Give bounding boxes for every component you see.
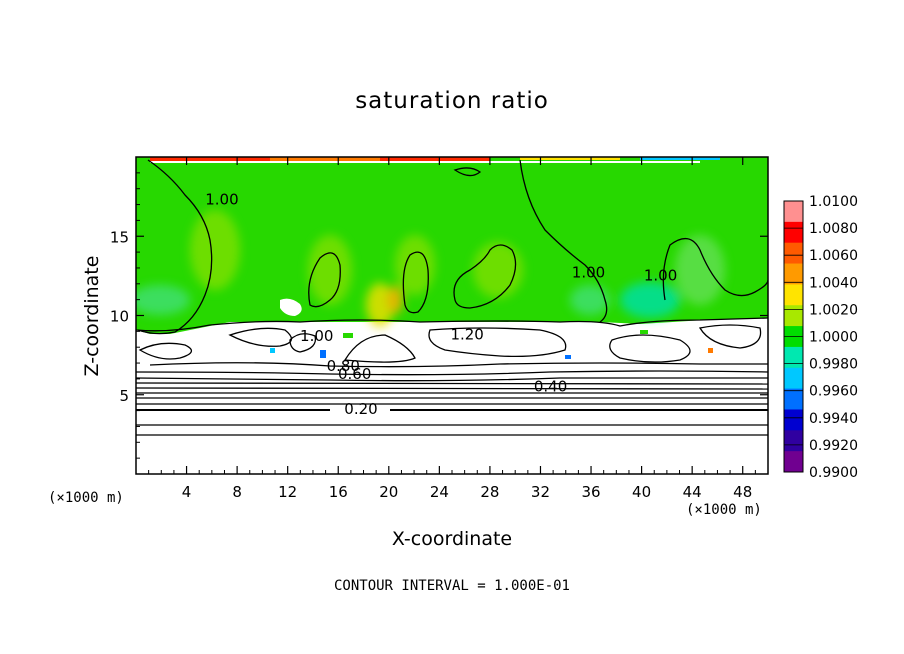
colorbar-label: 1.0000 [809, 330, 858, 346]
x-unit-label: (×1000 m) [686, 502, 762, 518]
contour-labels: 1.00 1.00 1.00 1.00 1.20 0.800.60 0.40 0.20 [205, 191, 677, 418]
contour-label: 0.40 [534, 378, 567, 396]
colorbar-swatch [784, 242, 803, 265]
colorbar-label: 0.9900 [809, 465, 858, 481]
colorbar-label: 1.0020 [809, 302, 858, 318]
colorbar-label: 1.0040 [809, 275, 858, 291]
y-axis: 5 10 15 [110, 172, 768, 459]
colorbar-swatch [784, 201, 803, 223]
x-tick-label: 16 [329, 483, 348, 501]
x-tick-label: 40 [632, 483, 651, 501]
x-tick-label: 36 [581, 483, 600, 501]
colorbar-swatch [784, 346, 803, 369]
saturation-field [136, 157, 768, 474]
colorbar-label: 1.0060 [809, 248, 858, 264]
colorbar-swatch [784, 430, 803, 452]
x-axis-label: X-coordinate [391, 528, 513, 550]
contour-label: 1.00 [572, 263, 605, 281]
x-tick-label: 4 [182, 483, 192, 501]
contour-interval-note: CONTOUR INTERVAL = 1.000E-01 [333, 578, 570, 594]
colorbar: 1.0100 1.0080 1.0060 1.0040 1.0020 1.0000 0.99… [783, 194, 858, 481]
y-tick-label: 5 [119, 387, 129, 405]
colorbar-swatch [784, 284, 803, 306]
colorbar-swatch [784, 451, 803, 473]
x-tick-label: 48 [733, 483, 752, 501]
contour-label: 1.00 [300, 327, 333, 345]
colorbar-swatch [784, 409, 803, 431]
contour-label: 0.60 [338, 365, 371, 383]
x-tick-label: 32 [531, 483, 550, 501]
y-tick-label: 10 [110, 308, 129, 326]
x-tick-label: 20 [379, 483, 398, 501]
y-tick-label: 15 [110, 228, 129, 246]
chart-title: saturation ratio [355, 88, 549, 114]
contour-label: 1.00 [205, 191, 238, 209]
contour-label: 1.20 [450, 325, 483, 343]
colorbar-label: 0.9960 [809, 384, 858, 400]
colorbar-swatch [784, 367, 803, 390]
z-unit-label: (×1000 m) [48, 490, 124, 506]
x-tick-label: 8 [232, 483, 242, 501]
colorbar-label: 1.0100 [809, 194, 858, 210]
colorbar-swatch [784, 263, 803, 285]
x-tick-label: 44 [683, 483, 702, 501]
x-tick-label: 24 [430, 483, 449, 501]
colorbar-label: 0.9920 [809, 438, 858, 454]
contour-lines [136, 159, 768, 436]
colorbar-swatch [784, 305, 803, 327]
contour-label: 0.80 [327, 357, 360, 375]
colorbar-swatch [784, 221, 803, 244]
x-tick-label: 12 [278, 483, 297, 501]
colorbar-label: 0.9940 [809, 411, 858, 427]
x-tick-label: 28 [480, 483, 499, 501]
x-axis: 4 8 12 16 20 24 28 32 36 40 44 48 [148, 157, 756, 501]
colorbar-label: 0.9980 [809, 357, 858, 373]
colorbar-label: 1.0080 [809, 221, 858, 237]
colorbar-swatch [784, 388, 803, 410]
contour-label: 1.00 [644, 267, 677, 285]
contour-label: 0.20 [344, 400, 377, 418]
